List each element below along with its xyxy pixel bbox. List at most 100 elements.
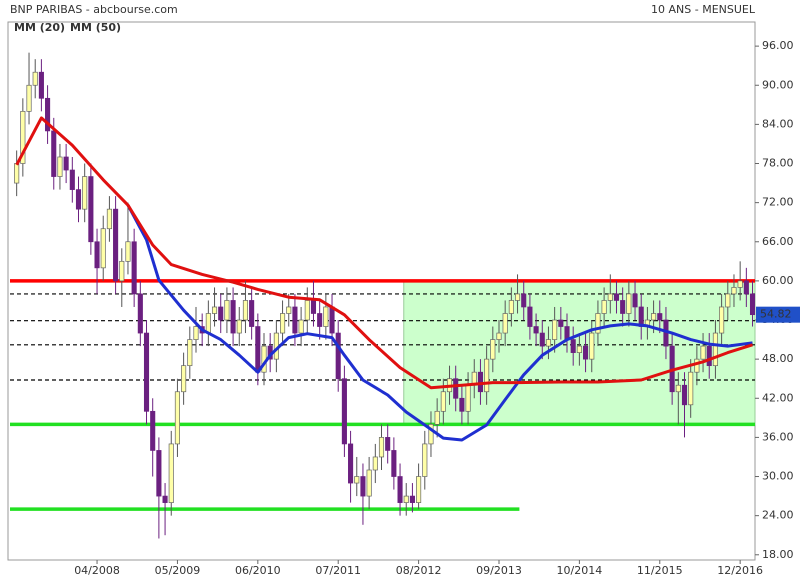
candle-body xyxy=(681,384,688,406)
candle-body xyxy=(51,130,57,177)
candle-body xyxy=(589,332,595,360)
candle-body xyxy=(113,208,119,282)
candle-body xyxy=(45,97,51,132)
y-tick-label: 18.00 xyxy=(762,548,794,561)
candle-body xyxy=(743,280,749,295)
candle-body xyxy=(131,241,137,295)
y-tick-label: 42.00 xyxy=(762,391,794,404)
candle-body xyxy=(508,300,514,314)
candle-body xyxy=(329,306,335,334)
candle-body xyxy=(348,443,354,484)
candle-body xyxy=(174,391,180,445)
candle-body xyxy=(94,241,100,269)
candle-body xyxy=(150,410,156,451)
candle-body xyxy=(595,313,601,334)
candle-body xyxy=(397,476,403,503)
x-tick-label: 12/2016 xyxy=(717,564,763,577)
candle-body xyxy=(125,241,131,262)
candle-body xyxy=(378,437,385,458)
candle-body xyxy=(409,495,415,503)
chart-title: BNP PARIBAS - abcbourse.com xyxy=(10,3,178,16)
moving-average xyxy=(126,204,753,442)
candle-body xyxy=(521,293,527,308)
candle-body xyxy=(651,313,657,321)
candle-body xyxy=(502,313,508,334)
y-tick-label: 48.00 xyxy=(762,352,794,365)
candle-body xyxy=(613,293,620,301)
candle-body xyxy=(181,365,187,393)
candle-body xyxy=(533,326,539,334)
candle-body xyxy=(193,326,199,340)
candle-body xyxy=(459,397,465,412)
candle-body xyxy=(385,437,391,451)
x-tick-label: 09/2013 xyxy=(476,564,522,577)
candle-body xyxy=(242,300,249,321)
candle-body xyxy=(106,208,112,230)
candle-body xyxy=(286,306,292,314)
y-tick-label: 84.00 xyxy=(762,117,794,130)
x-tick-label: 04/2008 xyxy=(74,564,120,577)
candle-body xyxy=(156,450,162,497)
candle-body xyxy=(694,358,700,373)
candle-body xyxy=(82,176,88,210)
candle-body xyxy=(552,319,558,340)
candle-body xyxy=(440,391,446,412)
x-tick-label: 06/2010 xyxy=(235,564,281,577)
candle-body xyxy=(749,293,756,316)
candle-body xyxy=(657,313,663,321)
candle-body xyxy=(75,189,82,210)
candle-body xyxy=(205,313,211,334)
x-tick-label: 08/2012 xyxy=(396,564,442,577)
x-tick-label: 05/2009 xyxy=(155,564,201,577)
candle-body xyxy=(416,476,422,503)
x-tick-label: 11/2015 xyxy=(637,564,683,577)
candle-body xyxy=(298,319,304,334)
candle-body xyxy=(737,280,743,288)
last-price-label: 54.82 xyxy=(760,308,792,321)
candle-body xyxy=(100,228,106,269)
candle-body xyxy=(187,339,193,367)
candle-body xyxy=(428,424,434,445)
candle-body xyxy=(168,443,174,503)
candle-body xyxy=(280,313,286,334)
y-tick-label: 30.00 xyxy=(762,470,794,483)
candle-body xyxy=(675,384,681,393)
candle-body xyxy=(607,293,613,301)
candle-body xyxy=(20,110,26,164)
candle-body xyxy=(434,410,440,425)
candle-body xyxy=(88,176,94,243)
legend-entry: MM (50) xyxy=(70,21,121,34)
candle-body xyxy=(310,300,317,314)
candle-body xyxy=(496,332,502,340)
x-tick-label: 10/2014 xyxy=(557,564,603,577)
candle-body xyxy=(317,313,323,327)
candle-body xyxy=(484,358,490,393)
y-tick-label: 96.00 xyxy=(762,39,794,52)
candle-body xyxy=(304,300,310,321)
candle-body xyxy=(57,156,63,177)
candle-body xyxy=(706,345,712,367)
candle-body xyxy=(63,156,69,171)
candle-body xyxy=(570,339,576,353)
candle-body xyxy=(514,293,521,301)
candle-body xyxy=(712,332,718,367)
candle-body xyxy=(688,371,694,406)
candle-body xyxy=(403,495,409,503)
candle-body xyxy=(14,163,20,184)
y-tick-label: 60.00 xyxy=(762,274,794,287)
legend-entry: MM (20) xyxy=(14,21,65,34)
candle-body xyxy=(620,300,626,314)
candle-body xyxy=(69,169,75,190)
candle-body xyxy=(366,469,372,497)
x-tick-label: 07/2011 xyxy=(315,564,361,577)
last-price-box xyxy=(756,306,800,323)
candle-body xyxy=(719,306,725,334)
candle-body xyxy=(249,300,255,327)
candle-body xyxy=(236,319,242,334)
y-tick-label: 66.00 xyxy=(762,235,794,248)
candle-body xyxy=(558,319,564,327)
y-tick-label: 24.00 xyxy=(762,509,794,522)
candle-body xyxy=(453,378,459,399)
y-tick-label: 36.00 xyxy=(762,430,794,443)
